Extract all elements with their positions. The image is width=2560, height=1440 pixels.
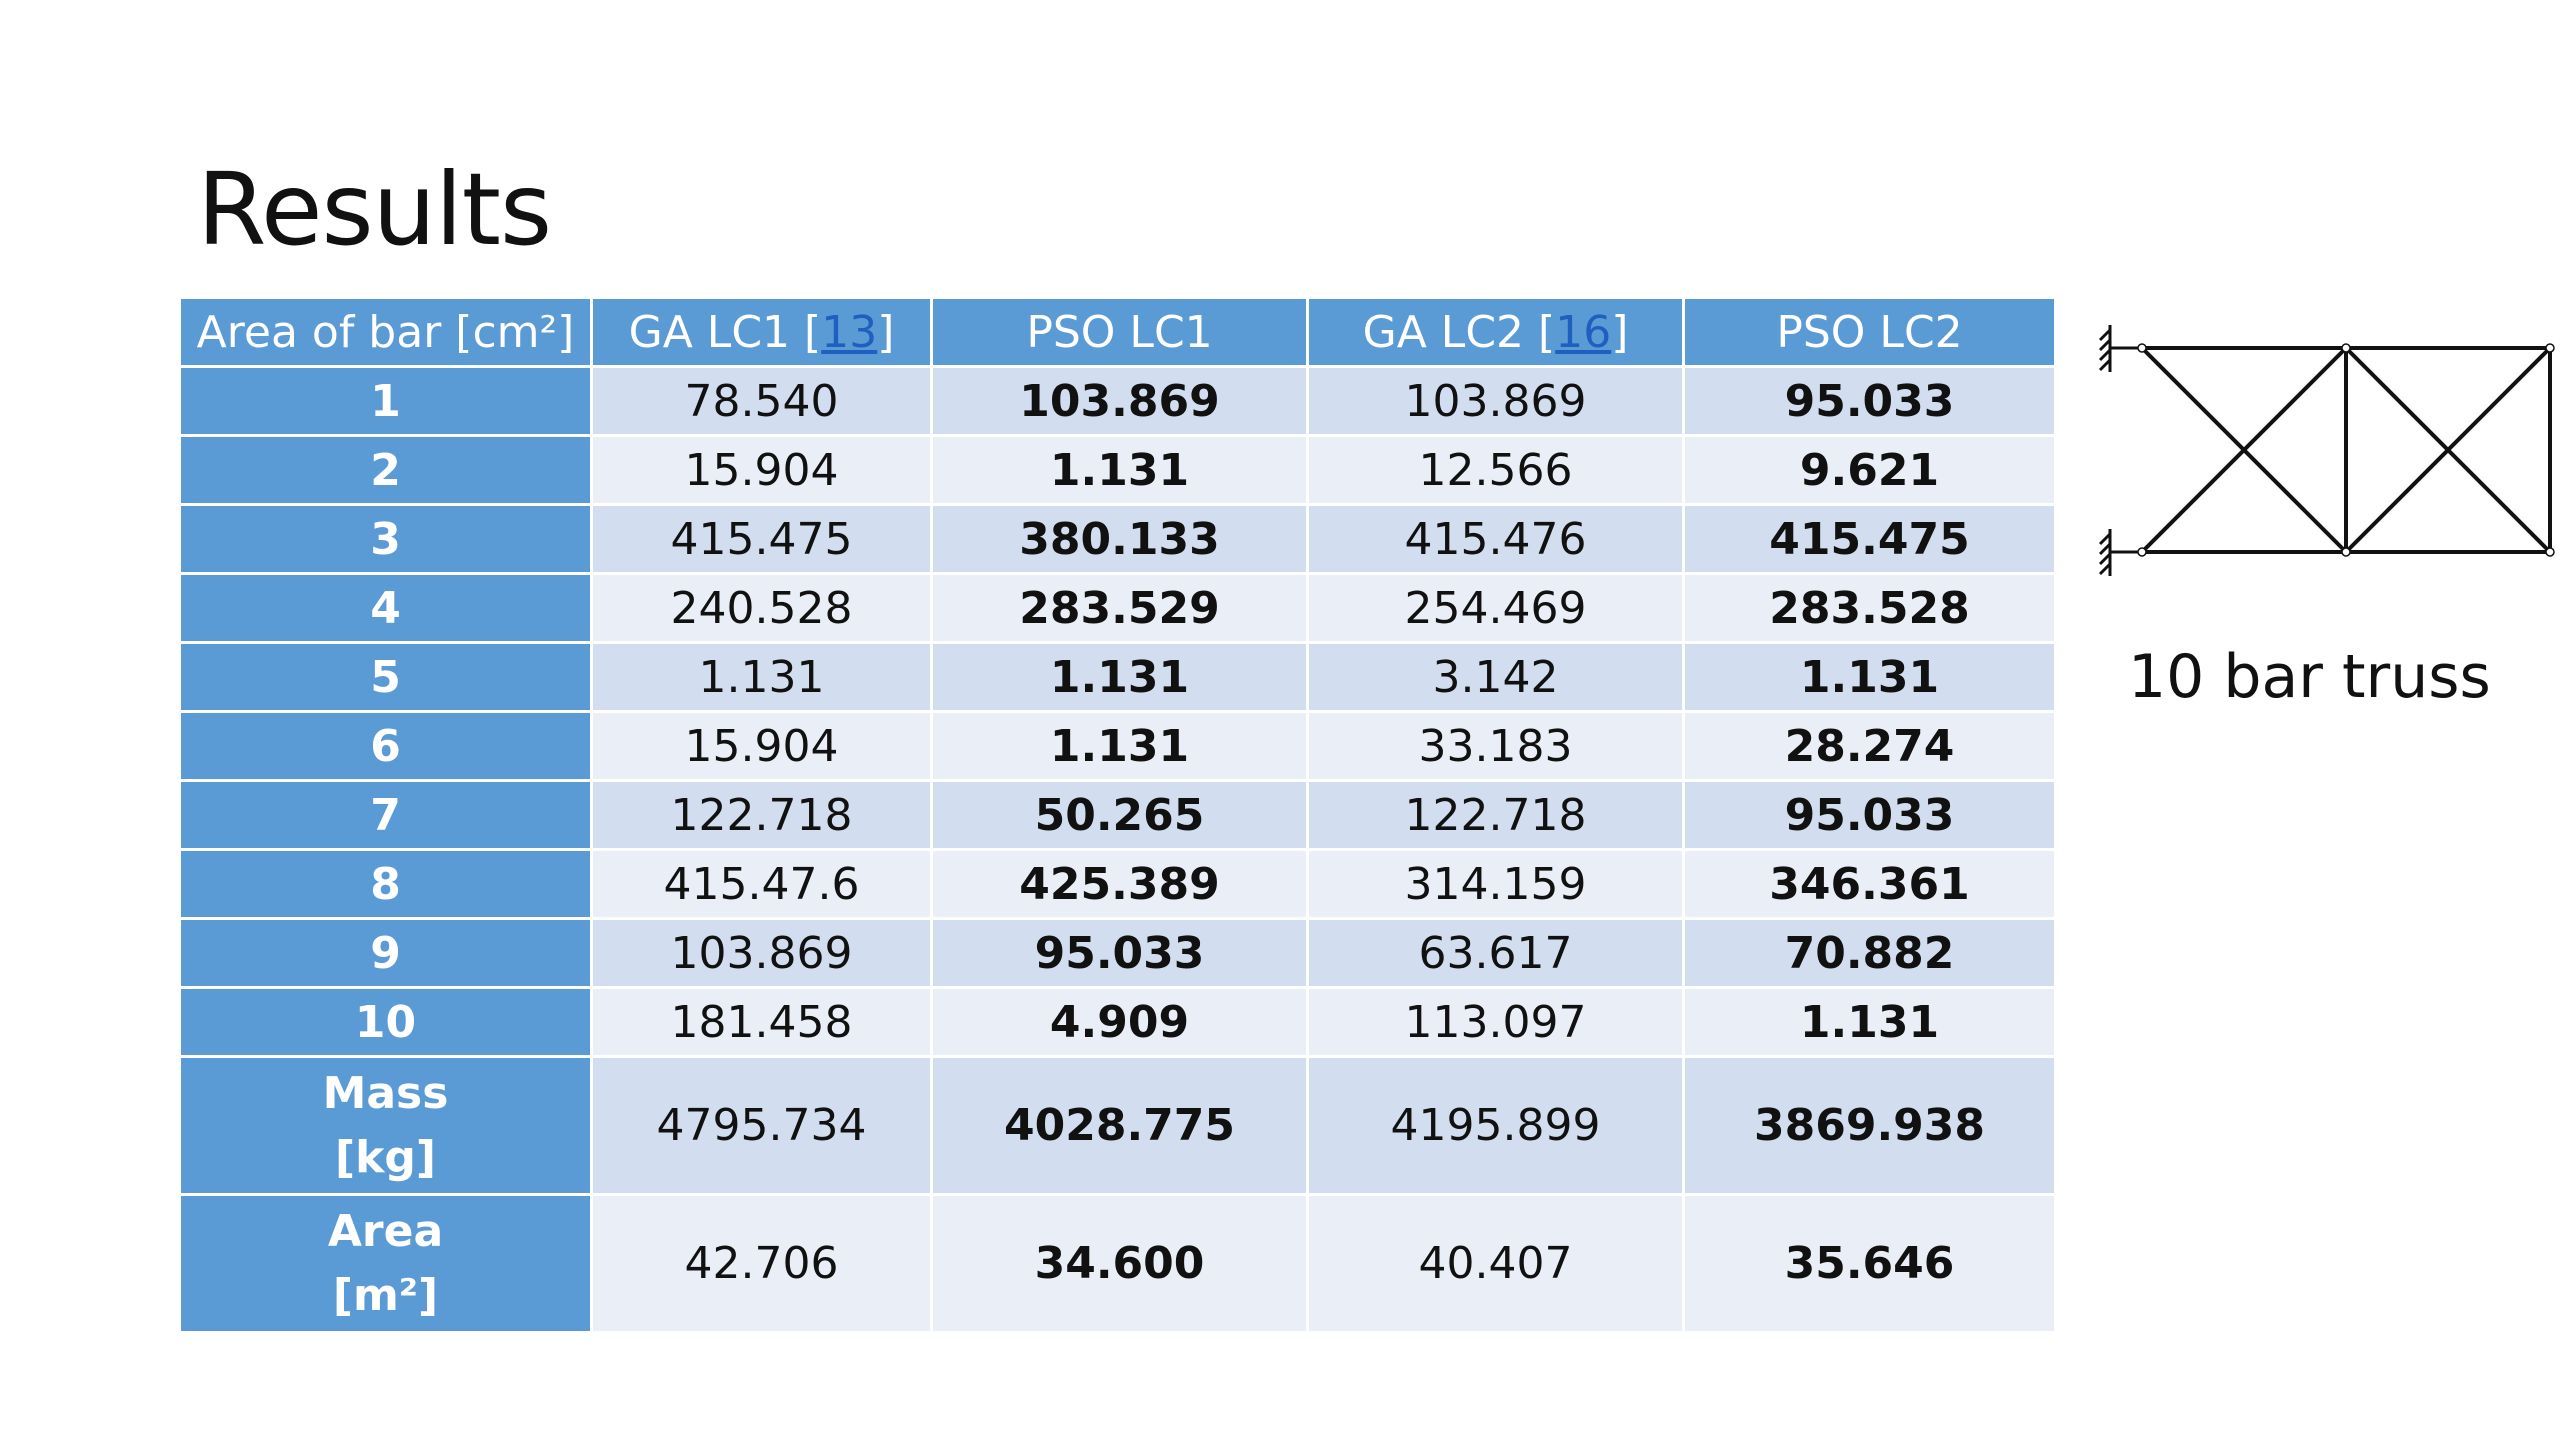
table-cell: 103.869 <box>930 365 1309 437</box>
table-cell: 103.869 <box>1306 365 1685 437</box>
row-label: 1 <box>178 365 593 437</box>
header-pso-lc1: PSO LC1 <box>930 296 1309 368</box>
table-row: 6 15.904 1.131 33.183 28.274 <box>178 710 2057 782</box>
truss-bar-diagonal <box>2140 346 2348 554</box>
row-label-area: Area [m²] <box>178 1193 593 1334</box>
table-cell: 4195.899 <box>1306 1055 1685 1196</box>
table-cell: 3869.938 <box>1682 1055 2057 1196</box>
truss-node <box>2137 343 2147 353</box>
table-cell: 78.540 <box>590 365 933 437</box>
table-cell: 12.566 <box>1306 434 1685 506</box>
slide-title: Results <box>197 151 552 268</box>
ten-bar-truss-diagram <box>2098 325 2555 576</box>
table-cell: 1.131 <box>1682 986 2057 1058</box>
table-cell: 425.389 <box>930 848 1309 920</box>
citation-link-16[interactable]: 16 <box>1555 306 1612 358</box>
row-label: 2 <box>178 434 593 506</box>
table-cell: 4028.775 <box>930 1055 1309 1196</box>
row-label: 10 <box>178 986 593 1058</box>
table-cell: 95.033 <box>1682 365 2057 437</box>
table-cell: 1.131 <box>590 641 933 713</box>
table-cell: 122.718 <box>1306 779 1685 851</box>
table-cell: 70.882 <box>1682 917 2057 989</box>
table-cell: 15.904 <box>590 434 933 506</box>
truss-node <box>2545 343 2555 353</box>
table-cell: 34.600 <box>930 1193 1309 1334</box>
table-cell: 1.131 <box>1682 641 2057 713</box>
table-row-area: Area [m²] 42.706 34.600 40.407 35.646 <box>178 1193 2057 1334</box>
pin-support-icon <box>2098 325 2142 372</box>
table-header-row: Area of bar [cm²] GA LC1 [13] PSO LC1 GA… <box>178 296 2057 368</box>
table-cell: 4.909 <box>930 986 1309 1058</box>
results-table: Area of bar [cm²] GA LC1 [13] PSO LC1 GA… <box>178 296 2057 1334</box>
row-label: 7 <box>178 779 593 851</box>
table-row: 5 1.131 1.131 3.142 1.131 <box>178 641 2057 713</box>
truss-bar-diagonal <box>2344 346 2552 554</box>
table-cell: 28.274 <box>1682 710 2057 782</box>
table-row: 3 415.475 380.133 415.476 415.475 <box>178 503 2057 575</box>
table-row: 10 181.458 4.909 113.097 1.131 <box>178 986 2057 1058</box>
table-row: 2 15.904 1.131 12.566 9.621 <box>178 434 2057 506</box>
table-cell: 50.265 <box>930 779 1309 851</box>
table-cell: 283.529 <box>930 572 1309 644</box>
table-cell: 103.869 <box>590 917 933 989</box>
table-row: 8 415.47.6 425.389 314.159 346.361 <box>178 848 2057 920</box>
truss-node <box>2137 547 2147 557</box>
table-cell: 415.475 <box>1682 503 2057 575</box>
table-cell: 1.131 <box>930 641 1309 713</box>
header-pso-lc2: PSO LC2 <box>1682 296 2057 368</box>
table-cell: 4795.734 <box>590 1055 933 1196</box>
table-row: 7 122.718 50.265 122.718 95.033 <box>178 779 2057 851</box>
table-cell: 254.469 <box>1306 572 1685 644</box>
table-cell: 40.407 <box>1306 1193 1685 1334</box>
table-cell: 415.47.6 <box>590 848 933 920</box>
table-cell: 63.617 <box>1306 917 1685 989</box>
table-cell: 181.458 <box>590 986 933 1058</box>
table-cell: 283.528 <box>1682 572 2057 644</box>
figure-caption: 10 bar truss <box>2128 642 2491 712</box>
row-label: 6 <box>178 710 593 782</box>
table-cell: 9.621 <box>1682 434 2057 506</box>
citation-link-13[interactable]: 13 <box>821 306 878 358</box>
table-cell: 314.159 <box>1306 848 1685 920</box>
table-cell: 1.131 <box>930 434 1309 506</box>
pin-support-icon <box>2098 529 2142 576</box>
table-cell: 122.718 <box>590 779 933 851</box>
table-cell: 33.183 <box>1306 710 1685 782</box>
table-row: 4 240.528 283.529 254.469 283.528 <box>178 572 2057 644</box>
table-row-mass: Mass [kg] 4795.734 4028.775 4195.899 3869… <box>178 1055 2057 1196</box>
header-ga-lc1: GA LC1 [13] <box>590 296 933 368</box>
table-cell: 415.476 <box>1306 503 1685 575</box>
table-cell: 95.033 <box>1682 779 2057 851</box>
table-cell: 346.361 <box>1682 848 2057 920</box>
row-label: 9 <box>178 917 593 989</box>
table-cell: 95.033 <box>930 917 1309 989</box>
table-cell: 415.475 <box>590 503 933 575</box>
table-cell: 3.142 <box>1306 641 1685 713</box>
truss-node <box>2545 547 2555 557</box>
row-label: 3 <box>178 503 593 575</box>
truss-node <box>2341 343 2351 353</box>
row-label: 5 <box>178 641 593 713</box>
table-cell: 380.133 <box>930 503 1309 575</box>
row-label: 8 <box>178 848 593 920</box>
row-label: 4 <box>178 572 593 644</box>
table-cell: 1.131 <box>930 710 1309 782</box>
header-ga-lc2: GA LC2 [16] <box>1306 296 1685 368</box>
table-cell: 240.528 <box>590 572 933 644</box>
table-cell: 42.706 <box>590 1193 933 1334</box>
table-cell: 15.904 <box>590 710 933 782</box>
truss-node <box>2341 547 2351 557</box>
row-label-mass: Mass [kg] <box>178 1055 593 1196</box>
table-cell: 113.097 <box>1306 986 1685 1058</box>
table-row: 1 78.540 103.869 103.869 95.033 <box>178 365 2057 437</box>
table-cell: 35.646 <box>1682 1193 2057 1334</box>
table-row: 9 103.869 95.033 63.617 70.882 <box>178 917 2057 989</box>
header-area-of-bar: Area of bar [cm²] <box>178 296 593 368</box>
